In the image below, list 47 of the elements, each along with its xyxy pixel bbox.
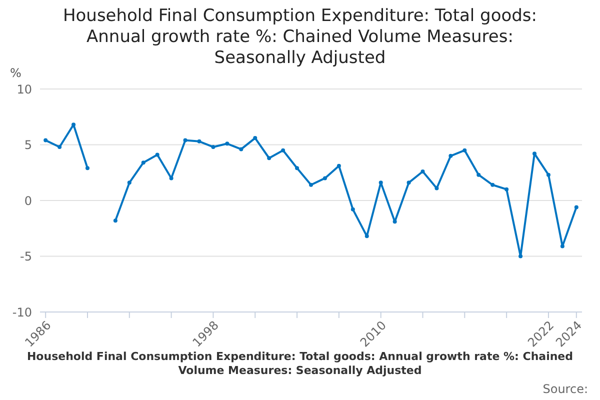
text: Household Final Consumption Expenditure: Total goods: Annual growth rate %: Chained Volume Measures: Seasonally Adjusted <box>26 350 574 378</box>
point <box>476 172 481 177</box>
point <box>58 144 62 149</box>
point <box>197 139 202 144</box>
y-axis-title: % <box>10 66 22 80</box>
point <box>239 147 244 152</box>
source-note: Source: <box>542 382 588 396</box>
y-tick-label: 10 <box>16 82 32 96</box>
point <box>309 182 313 187</box>
point <box>350 207 355 212</box>
point <box>183 138 188 142</box>
point <box>336 164 341 168</box>
point <box>113 218 118 223</box>
point <box>72 122 76 127</box>
point <box>155 152 160 157</box>
point <box>281 148 286 152</box>
point <box>406 180 411 185</box>
point <box>490 182 495 187</box>
point <box>295 166 300 170</box>
point <box>560 244 564 248</box>
y-tick-label: 5 <box>24 138 32 152</box>
point <box>434 186 439 190</box>
point <box>420 170 425 174</box>
point <box>462 148 467 152</box>
y-tick-label: 0 <box>24 194 32 208</box>
point <box>141 160 146 165</box>
point <box>85 166 90 170</box>
point <box>322 176 327 180</box>
point <box>253 136 258 140</box>
point <box>378 180 383 185</box>
point <box>392 220 397 224</box>
point <box>127 180 132 185</box>
point <box>546 172 550 177</box>
point <box>169 176 174 180</box>
point <box>448 154 453 158</box>
point <box>518 254 523 258</box>
point <box>504 187 509 192</box>
y-tick-label: -10 <box>12 305 32 320</box>
point <box>532 152 537 156</box>
point <box>44 138 48 142</box>
point <box>267 156 272 160</box>
point <box>574 205 578 210</box>
point <box>364 234 369 238</box>
y-tick-label: -5 <box>20 250 32 264</box>
point <box>211 144 216 149</box>
chart-title: Household Final Consumption Expenditure: Total goods: Annual growth rate %: Chained Volume Measures: Seasonally Adjusted <box>62 6 538 69</box>
point <box>225 142 230 146</box>
